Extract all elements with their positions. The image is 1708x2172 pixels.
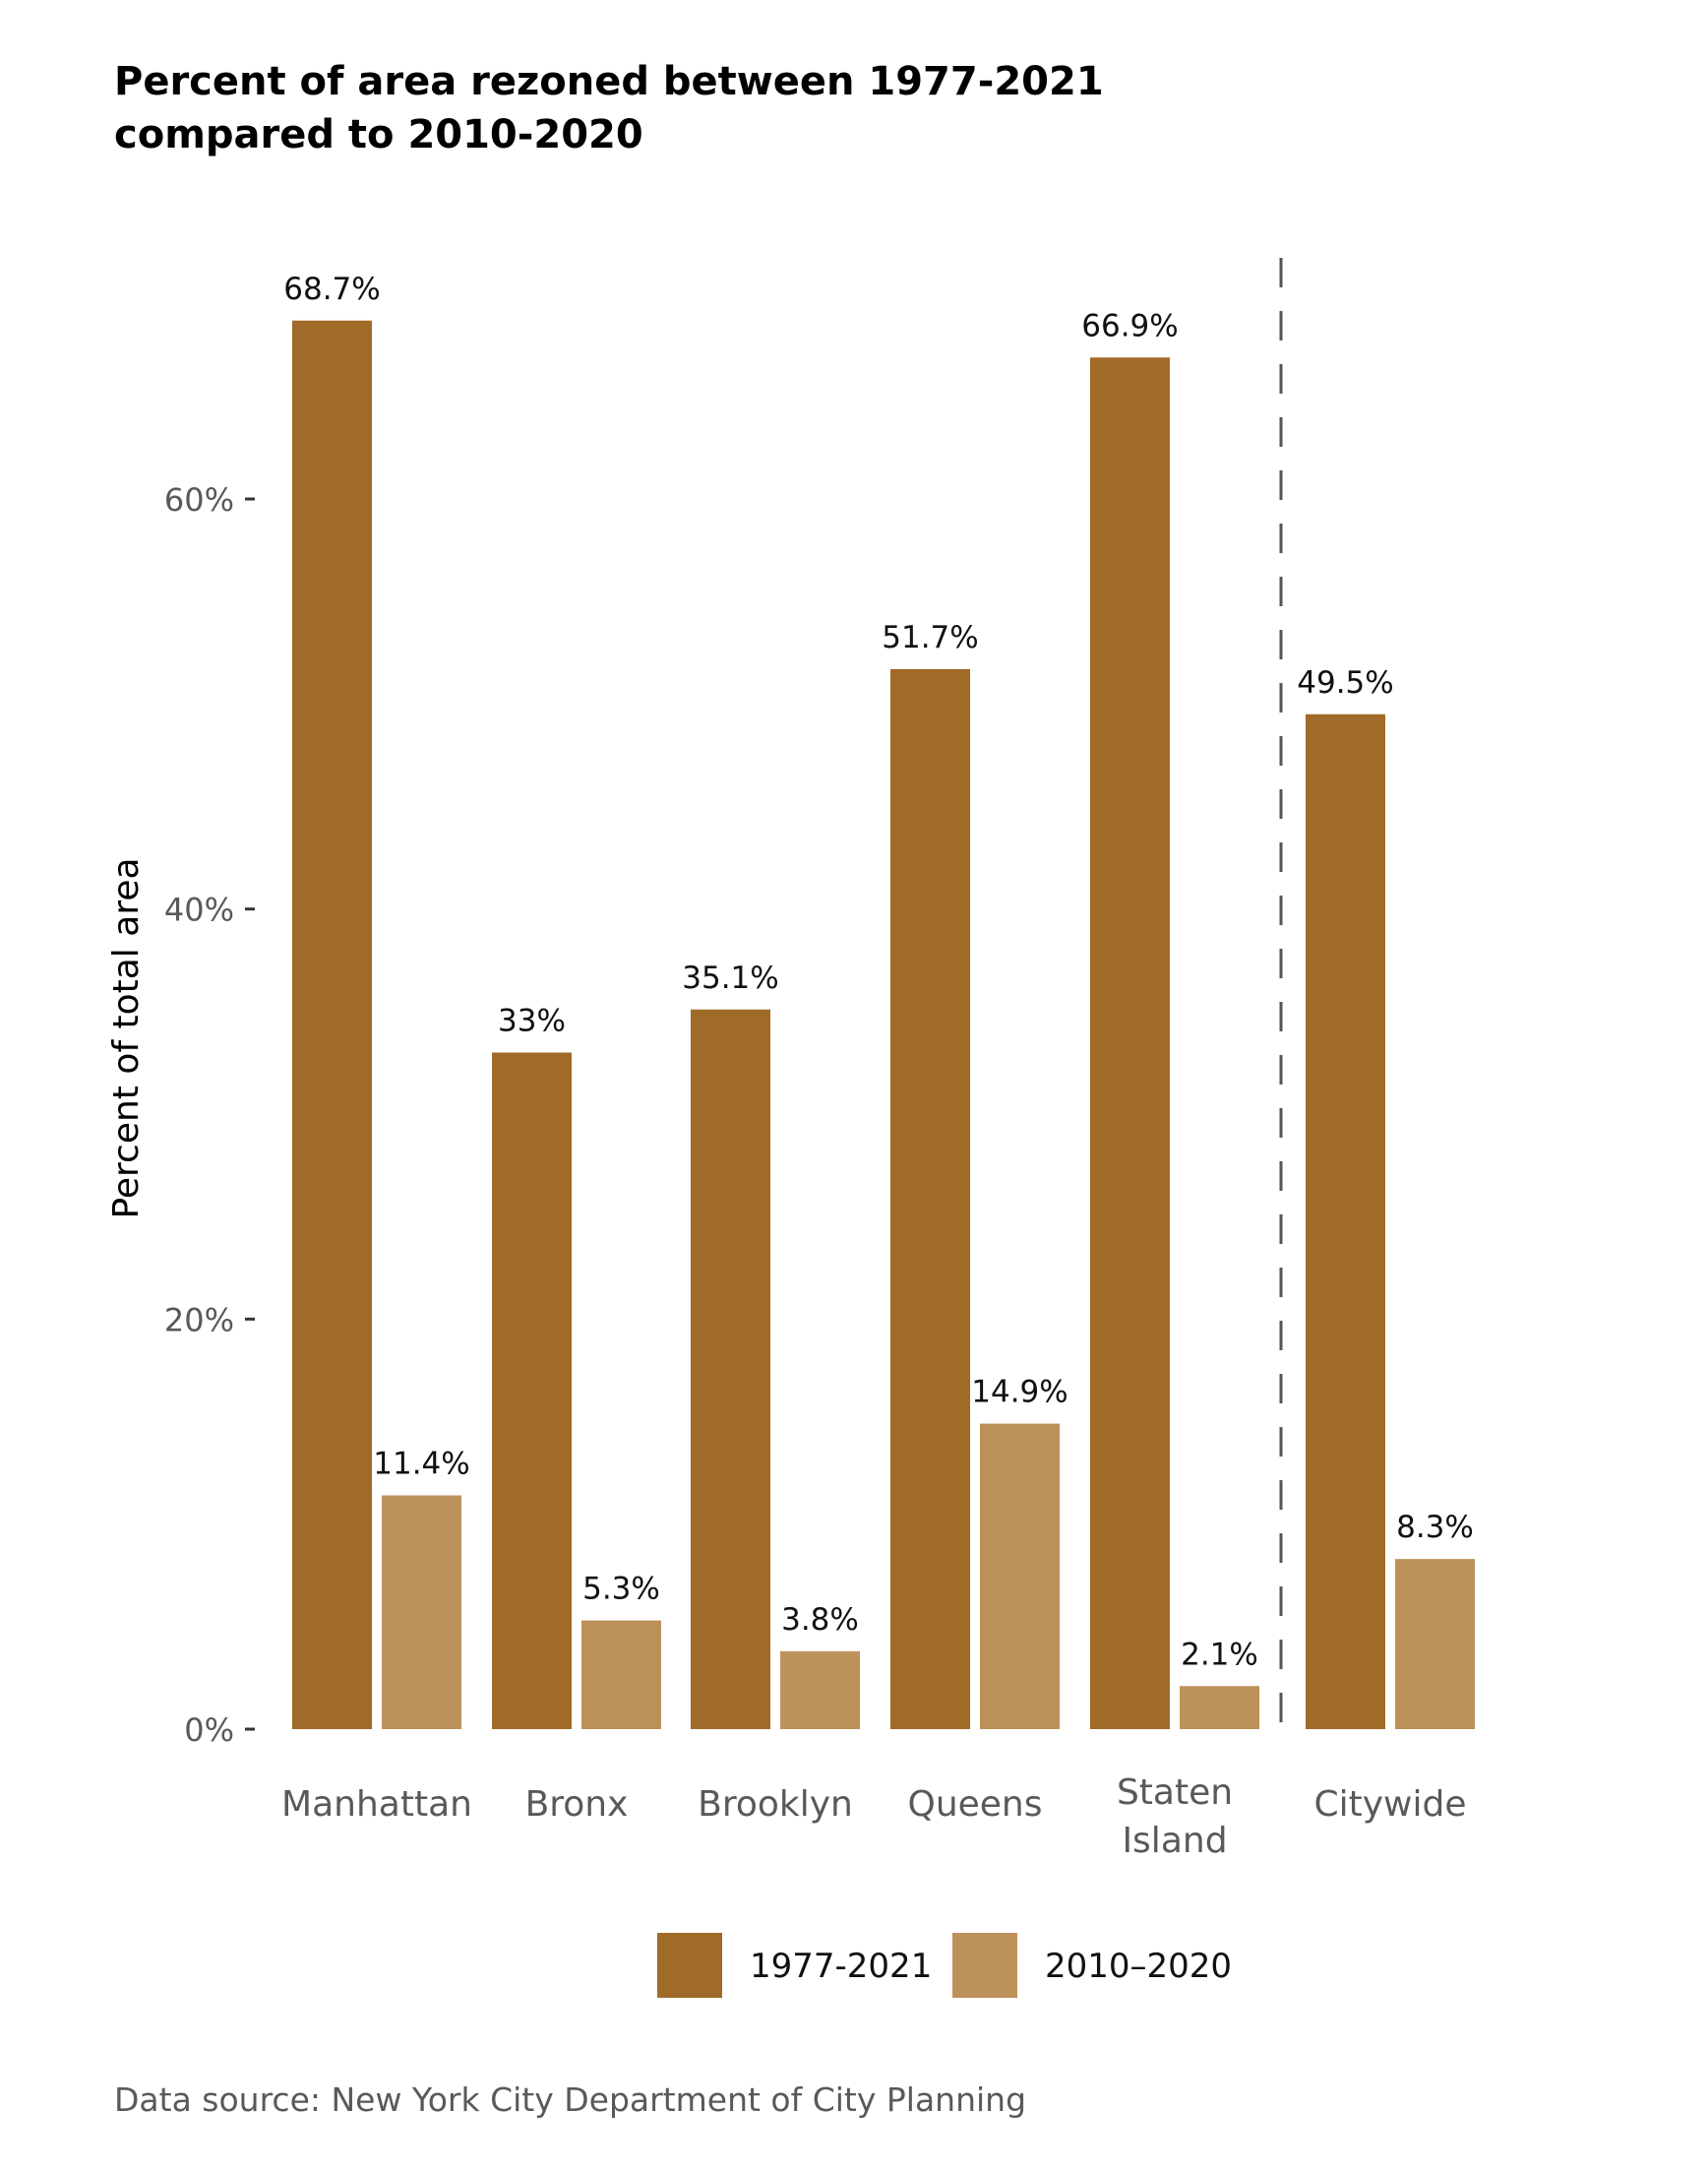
y-tick-label: 40% [164, 892, 234, 929]
x-category-label: Citywide [1313, 1784, 1466, 1825]
bar-value-label: 49.5% [1297, 665, 1393, 701]
x-category-label: Brooklyn [698, 1784, 853, 1825]
bar [382, 1495, 461, 1729]
bar [492, 1052, 572, 1729]
bar [780, 1650, 860, 1729]
bar [980, 1423, 1060, 1729]
legend-label: 2010–2020 [1045, 1947, 1232, 1986]
bar [292, 320, 372, 1729]
y-axis-label: Percent of total area [106, 857, 147, 1218]
bar-value-label: 51.7% [882, 620, 978, 655]
bar-value-label: 66.9% [1081, 308, 1178, 343]
bar [1306, 714, 1385, 1729]
y-tick-label: 20% [164, 1301, 234, 1338]
x-category-label: Manhattan [281, 1784, 472, 1825]
bar [581, 1620, 661, 1729]
x-category-label: Island [1122, 1821, 1227, 1861]
data-source-note: Data source: New York City Department of… [114, 2080, 1027, 2119]
chart-title: Percent of area rezoned between 1977-202… [114, 55, 1492, 161]
x-category-label: Queens [907, 1784, 1042, 1825]
y-tick-label: 0% [184, 1711, 234, 1749]
bar-value-label: 35.1% [682, 961, 778, 996]
bar [1090, 357, 1170, 1729]
legend-swatch [952, 1933, 1017, 1998]
legend-swatch [657, 1933, 722, 1998]
bar-value-label: 8.3% [1396, 1510, 1474, 1545]
bar-value-label: 3.8% [781, 1602, 859, 1638]
bar [1395, 1559, 1475, 1729]
bar-value-label: 14.9% [971, 1375, 1068, 1410]
bar [890, 668, 970, 1729]
bar-value-label: 5.3% [582, 1572, 660, 1607]
bar [691, 1009, 770, 1729]
bar-value-label: 68.7% [283, 272, 380, 307]
bar-chart: 0% 20% 40% 60% Percent of total area 68.7% 33%… [106, 258, 1475, 1998]
bar [1180, 1686, 1259, 1729]
x-category-label: Bronx [525, 1784, 629, 1825]
x-category-label: Staten [1117, 1772, 1233, 1813]
legend-label: 1977-2021 [750, 1947, 932, 1986]
bar-value-label: 11.4% [373, 1447, 469, 1482]
y-tick-label: 60% [164, 481, 234, 519]
chart-title-line-2: compared to 2010-2020 [114, 112, 643, 157]
chart-title-line-1: Percent of area rezoned between 1977-202… [114, 59, 1104, 104]
bar-value-label: 33% [498, 1004, 566, 1039]
bar-value-label: 2.1% [1181, 1637, 1258, 1672]
